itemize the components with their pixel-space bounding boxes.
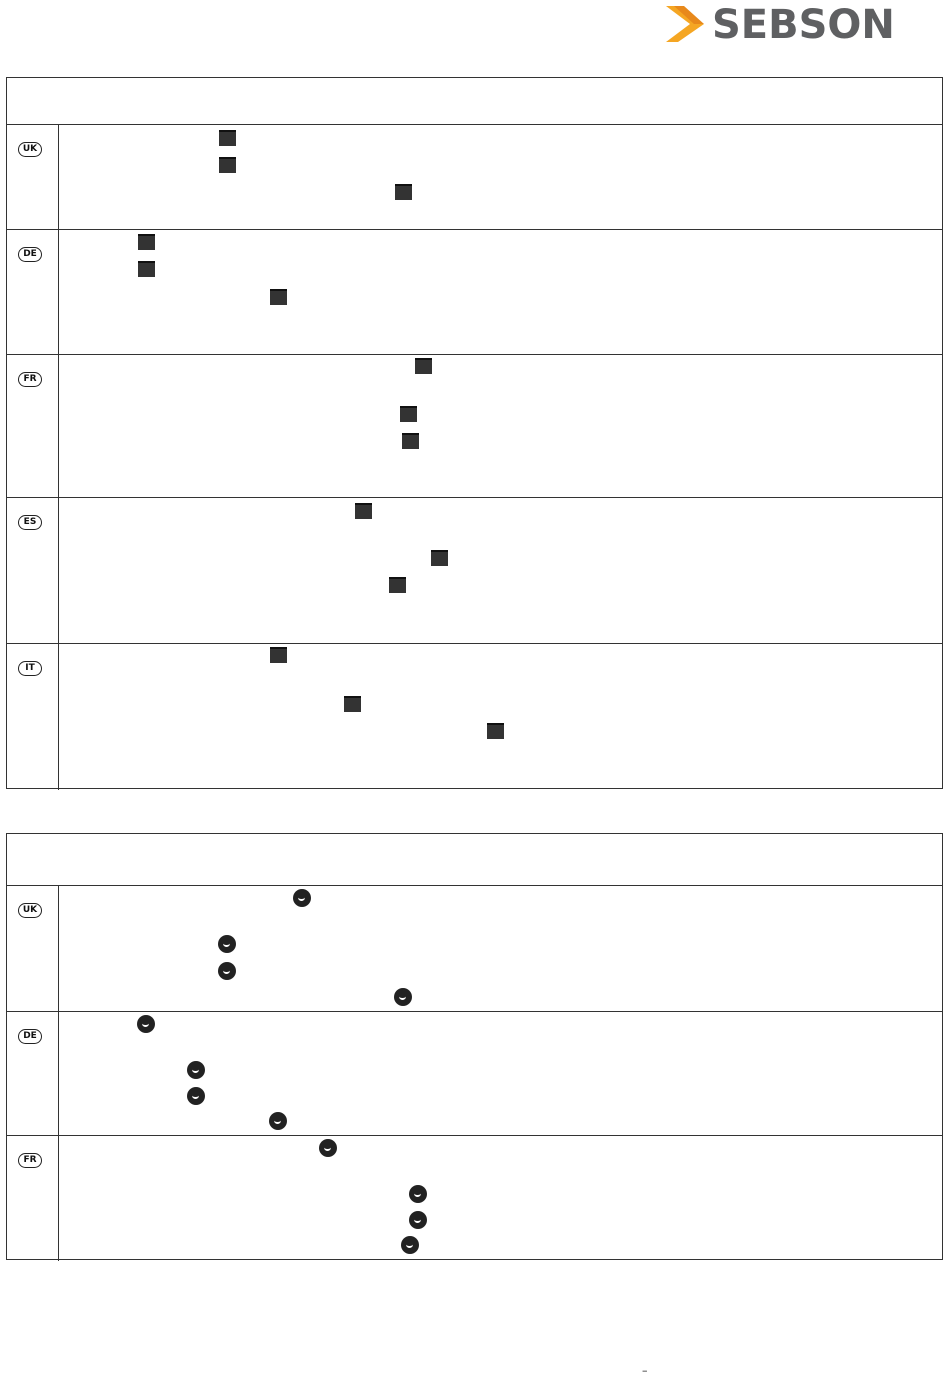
- lang-cell: IT: [7, 644, 59, 790]
- lang-cell: DE: [7, 230, 59, 355]
- schedule-icon: [138, 234, 155, 250]
- clock-icon: [187, 1087, 205, 1105]
- lang-badge: FR: [18, 1153, 42, 1168]
- lang-cell: FR: [7, 1136, 59, 1261]
- schedule-icon: [344, 696, 361, 712]
- schedule-icon: [402, 433, 419, 449]
- lang-cell: UK: [7, 125, 59, 230]
- clock-icon: [409, 1185, 427, 1203]
- lang-badge: FR: [18, 372, 42, 387]
- clock-icon: [269, 1112, 287, 1130]
- schedule-icon: [395, 184, 412, 200]
- lang-badge: UK: [18, 142, 42, 157]
- schedule-icon: [219, 130, 236, 146]
- schedule-icon: [415, 358, 432, 374]
- schedule-icon: [270, 289, 287, 305]
- schedule-icon: [487, 723, 504, 739]
- clock-icon: [187, 1061, 205, 1079]
- schedule-icon: [355, 503, 372, 519]
- schedule-icon: [400, 406, 417, 422]
- lang-badge: IT: [18, 661, 42, 676]
- lang-cell: ES: [7, 498, 59, 644]
- table-row: UK: [7, 885, 942, 1012]
- table: UK DE FR: [6, 833, 943, 1261]
- clock-icon: [218, 935, 236, 953]
- lang-cell: UK: [7, 886, 59, 1012]
- schedule-icon: [270, 647, 287, 663]
- schedule-icon: [138, 261, 155, 277]
- clock-icon: [409, 1211, 427, 1229]
- clock-icon: [218, 962, 236, 980]
- lang-badge: UK: [18, 903, 42, 918]
- table-row: IT: [7, 643, 942, 790]
- table-row: FR: [7, 354, 942, 498]
- table-row: FR: [7, 1135, 942, 1261]
- clock-icon: [394, 988, 412, 1006]
- clock-icon: [401, 1236, 419, 1254]
- clock-icon: [137, 1015, 155, 1033]
- table-row: ES: [7, 497, 942, 644]
- lang-cell: FR: [7, 355, 59, 498]
- schedule-icon: [431, 550, 448, 566]
- logo-text: SEBSON: [712, 2, 895, 48]
- logo-chevron: [666, 6, 704, 42]
- lang-badge: DE: [18, 1029, 42, 1044]
- schedule-icon: [219, 157, 236, 173]
- lang-badge: DE: [18, 247, 42, 262]
- table: UK DE FR ES IT: [6, 77, 943, 790]
- table-row: UK: [7, 124, 942, 230]
- lang-cell: DE: [7, 1012, 59, 1136]
- lang-badge: ES: [18, 515, 42, 530]
- schedule-icon: [389, 577, 406, 593]
- table-row: DE: [7, 1011, 942, 1136]
- footer-mark: –: [642, 1364, 648, 1377]
- clock-icon: [319, 1139, 337, 1157]
- clock-icon: [293, 889, 311, 907]
- table-row: DE: [7, 229, 942, 355]
